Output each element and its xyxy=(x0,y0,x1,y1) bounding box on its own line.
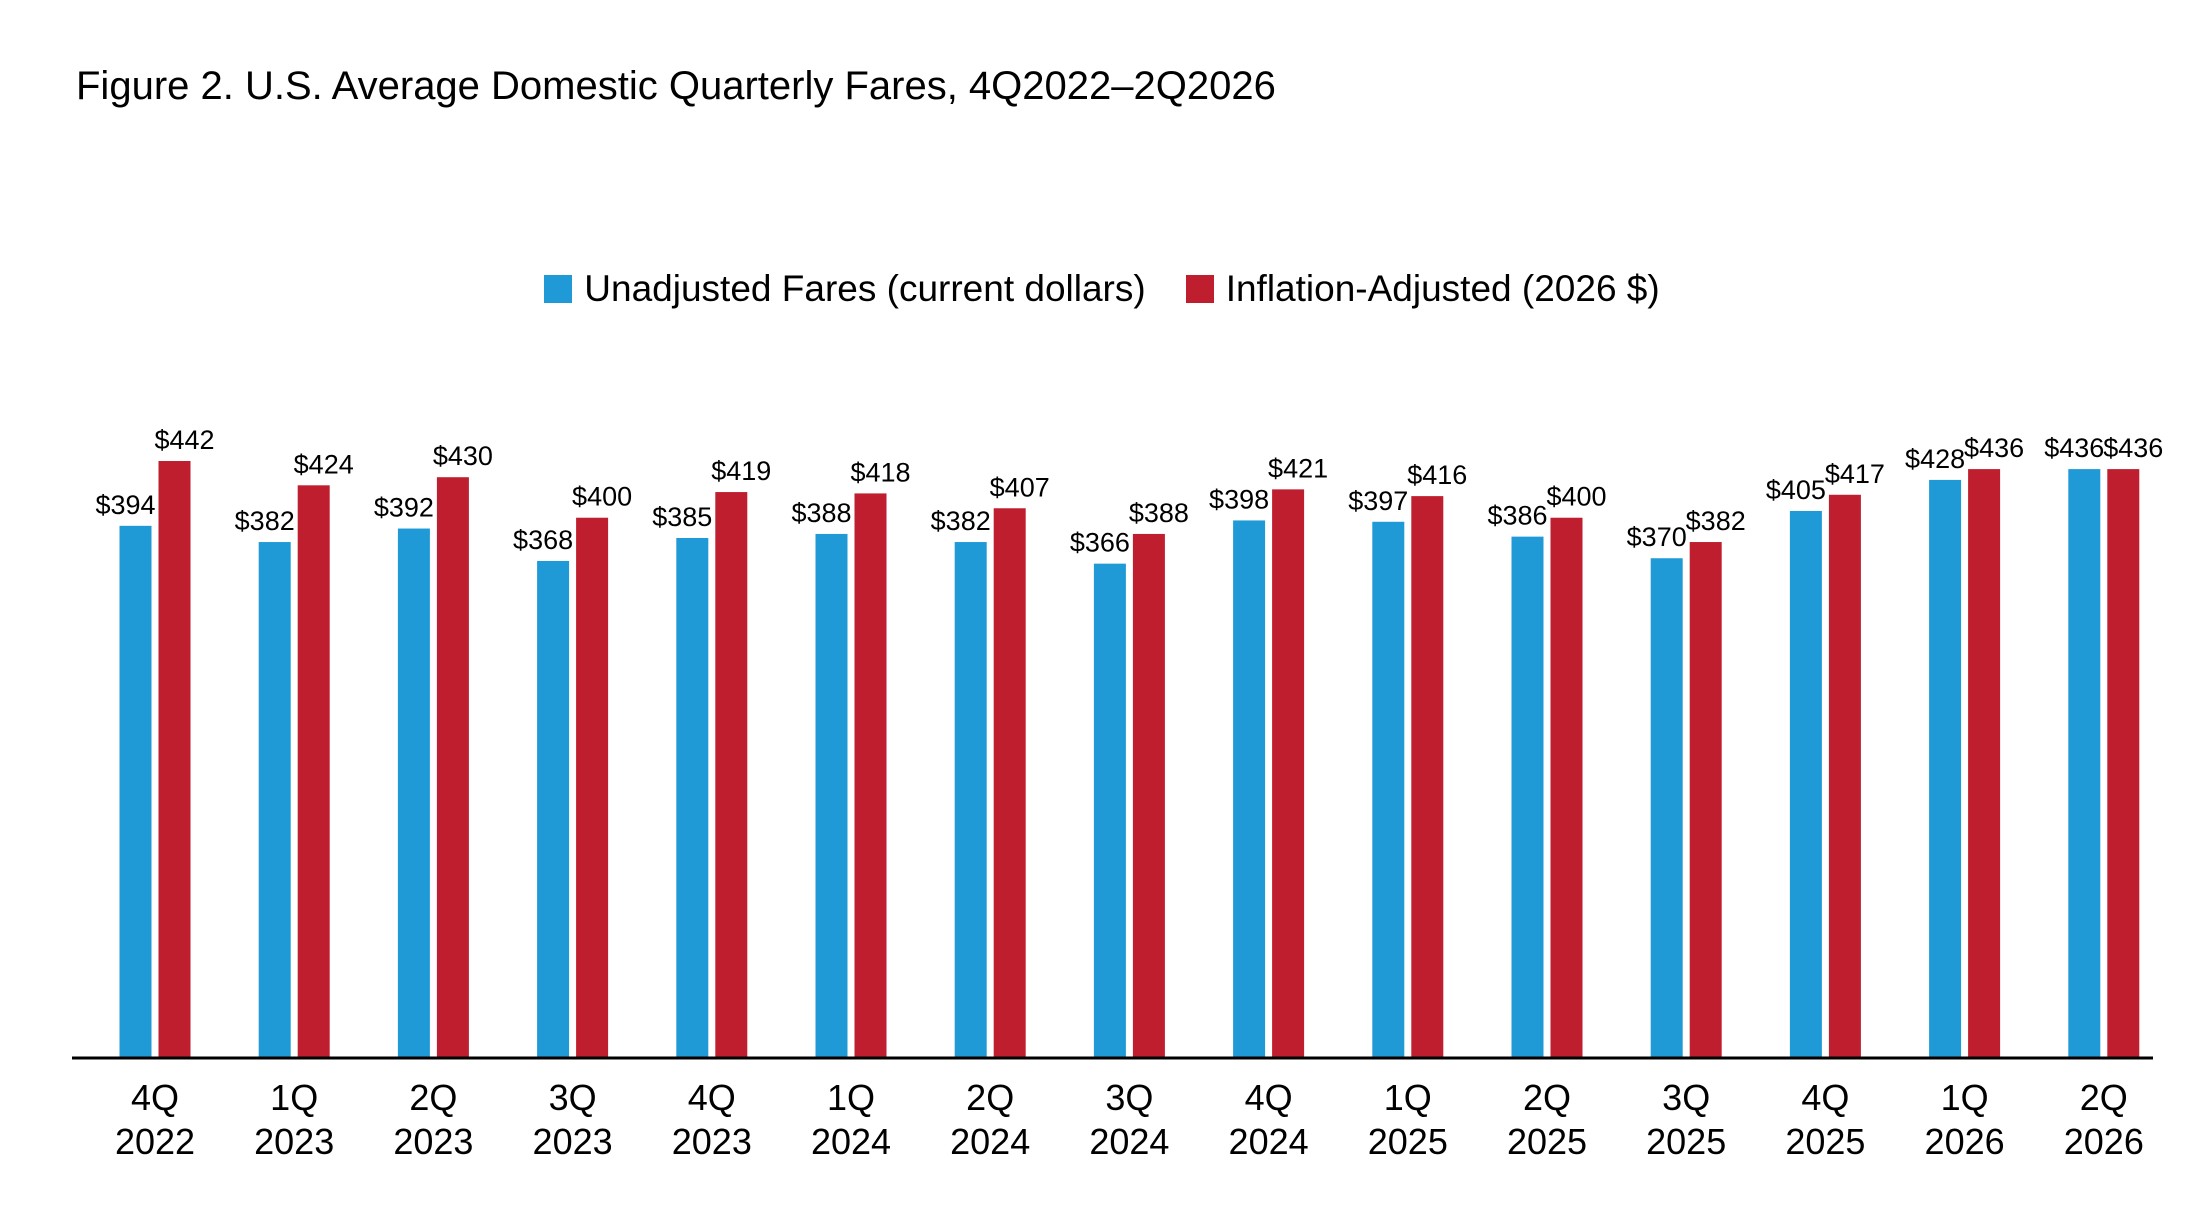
data-label-inflation-adjusted: $430 xyxy=(433,441,493,471)
x-tick-label-year: 2023 xyxy=(393,1121,473,1162)
x-tick-label-quarter: 4Q xyxy=(1801,1077,1849,1118)
x-tick-label-year: 2026 xyxy=(2064,1121,2144,1162)
data-label-inflation-adjusted: $407 xyxy=(990,472,1050,502)
x-tick-label-year: 2024 xyxy=(811,1121,891,1162)
bar-inflation-adjusted xyxy=(436,477,469,1058)
data-label-inflation-adjusted: $436 xyxy=(2103,433,2163,463)
data-label-unadjusted: $388 xyxy=(791,498,851,528)
data-label-inflation-adjusted: $442 xyxy=(154,425,214,455)
x-tick-label-quarter: 1Q xyxy=(827,1077,875,1118)
data-label-unadjusted: $385 xyxy=(652,502,712,532)
data-label-inflation-adjusted: $424 xyxy=(294,449,354,479)
legend-item-unadjusted: Unadjusted Fares (current dollars) xyxy=(544,268,1146,310)
x-tick-label-year: 2023 xyxy=(254,1121,334,1162)
x-tick-label-quarter: 1Q xyxy=(1384,1077,1432,1118)
bar-unadjusted xyxy=(1093,563,1126,1058)
x-tick-label-quarter: 3Q xyxy=(549,1077,597,1118)
x-tick-label-quarter: 3Q xyxy=(1105,1077,1153,1118)
x-tick-label-year: 2025 xyxy=(1646,1121,1726,1162)
data-label-unadjusted: $382 xyxy=(235,506,295,536)
data-label-inflation-adjusted: $416 xyxy=(1407,460,1467,490)
data-label-inflation-adjusted: $417 xyxy=(1825,459,1885,489)
bar-inflation-adjusted xyxy=(993,508,1026,1058)
x-tick-label-year: 2025 xyxy=(1368,1121,1448,1162)
legend-label-inflation-adjusted: Inflation-Adjusted (2026 $) xyxy=(1225,268,1660,309)
bar-unadjusted xyxy=(1372,521,1405,1058)
data-label-unadjusted: $436 xyxy=(2044,433,2104,463)
data-label-unadjusted: $397 xyxy=(1348,486,1408,516)
x-tick-label-year: 2023 xyxy=(533,1121,613,1162)
data-label-unadjusted: $392 xyxy=(374,493,434,523)
bar-inflation-adjusted xyxy=(854,493,887,1059)
bar-inflation-adjusted xyxy=(158,461,191,1058)
data-label-unadjusted: $386 xyxy=(1487,501,1547,531)
legend-swatch-inflation-adjusted xyxy=(1185,275,1214,303)
x-tick-label-quarter: 4Q xyxy=(131,1077,179,1118)
data-label-unadjusted: $428 xyxy=(1905,444,1965,474)
legend: Unadjusted Fares (current dollars) Infla… xyxy=(0,268,2204,310)
bar-unadjusted xyxy=(2068,469,2101,1058)
bar-unadjusted xyxy=(1650,558,1683,1058)
data-label-inflation-adjusted: $400 xyxy=(572,482,632,512)
bar-unadjusted xyxy=(815,533,848,1058)
x-tick-label-quarter: 1Q xyxy=(1941,1077,1989,1118)
bar-unadjusted xyxy=(954,542,987,1058)
bar-inflation-adjusted xyxy=(2107,469,2140,1058)
legend-item-inflation-adjusted: Inflation-Adjusted (2026 $) xyxy=(1185,268,1660,310)
x-tick-label-year: 2022 xyxy=(115,1121,195,1162)
x-tick-label-year: 2024 xyxy=(1229,1121,1309,1162)
x-tick-label-quarter: 4Q xyxy=(1245,1077,1293,1118)
bar-inflation-adjusted xyxy=(1132,533,1165,1058)
chart-title: Figure 2. U.S. Average Domestic Quarterl… xyxy=(76,64,1276,108)
x-tick-label-quarter: 2Q xyxy=(1523,1077,1571,1118)
bar-unadjusted xyxy=(1511,536,1544,1058)
bar-inflation-adjusted xyxy=(1968,469,2001,1058)
bar-inflation-adjusted xyxy=(1689,542,1722,1058)
x-tick-label-quarter: 2Q xyxy=(966,1077,1014,1118)
bar-unadjusted xyxy=(1233,520,1266,1058)
data-label-unadjusted: $370 xyxy=(1627,522,1687,552)
data-label-inflation-adjusted: $421 xyxy=(1268,453,1328,483)
x-tick-label-quarter: 1Q xyxy=(270,1077,318,1118)
data-label-inflation-adjusted: $436 xyxy=(1964,433,2024,463)
bar-unadjusted xyxy=(1789,510,1822,1059)
data-label-unadjusted: $394 xyxy=(95,490,155,520)
legend-swatch-unadjusted xyxy=(544,275,573,303)
x-tick-label-quarter: 2Q xyxy=(409,1077,457,1118)
data-label-unadjusted: $382 xyxy=(931,506,991,536)
legend-label-unadjusted: Unadjusted Fares (current dollars) xyxy=(584,268,1146,309)
x-tick-label-year: 2023 xyxy=(672,1121,752,1162)
bar-inflation-adjusted xyxy=(576,517,609,1058)
data-label-inflation-adjusted: $388 xyxy=(1129,498,1189,528)
bar-unadjusted xyxy=(537,560,570,1058)
bar-inflation-adjusted xyxy=(1828,494,1861,1058)
bar-unadjusted xyxy=(397,528,430,1058)
data-label-unadjusted: $405 xyxy=(1766,475,1826,505)
bar-unadjusted xyxy=(258,542,291,1058)
x-tick-label-year: 2025 xyxy=(1507,1121,1587,1162)
data-label-inflation-adjusted: $382 xyxy=(1686,506,1746,536)
data-label-inflation-adjusted: $419 xyxy=(711,456,771,486)
x-tick-label-quarter: 3Q xyxy=(1662,1077,1710,1118)
data-label-unadjusted: $368 xyxy=(513,525,573,555)
data-label-unadjusted: $366 xyxy=(1070,528,1130,558)
data-label-inflation-adjusted: $418 xyxy=(850,457,910,487)
bar-inflation-adjusted xyxy=(1411,496,1444,1058)
data-label-unadjusted: $398 xyxy=(1209,484,1269,514)
x-tick-label-year: 2026 xyxy=(1925,1121,2005,1162)
bar-unadjusted xyxy=(119,525,152,1058)
x-tick-label-year: 2024 xyxy=(1089,1121,1169,1162)
bar-inflation-adjusted xyxy=(1272,489,1305,1058)
bar-inflation-adjusted xyxy=(715,492,748,1058)
x-tick-label-year: 2024 xyxy=(950,1121,1030,1162)
x-tick-label-quarter: 4Q xyxy=(688,1077,736,1118)
x-tick-label-quarter: 2Q xyxy=(2080,1077,2128,1118)
bar-inflation-adjusted xyxy=(297,485,330,1058)
bar-unadjusted xyxy=(1929,479,1962,1058)
bar-unadjusted xyxy=(676,537,709,1058)
data-label-inflation-adjusted: $400 xyxy=(1546,482,1606,512)
x-tick-label-year: 2025 xyxy=(1785,1121,1865,1162)
bar-inflation-adjusted xyxy=(1550,517,1583,1058)
